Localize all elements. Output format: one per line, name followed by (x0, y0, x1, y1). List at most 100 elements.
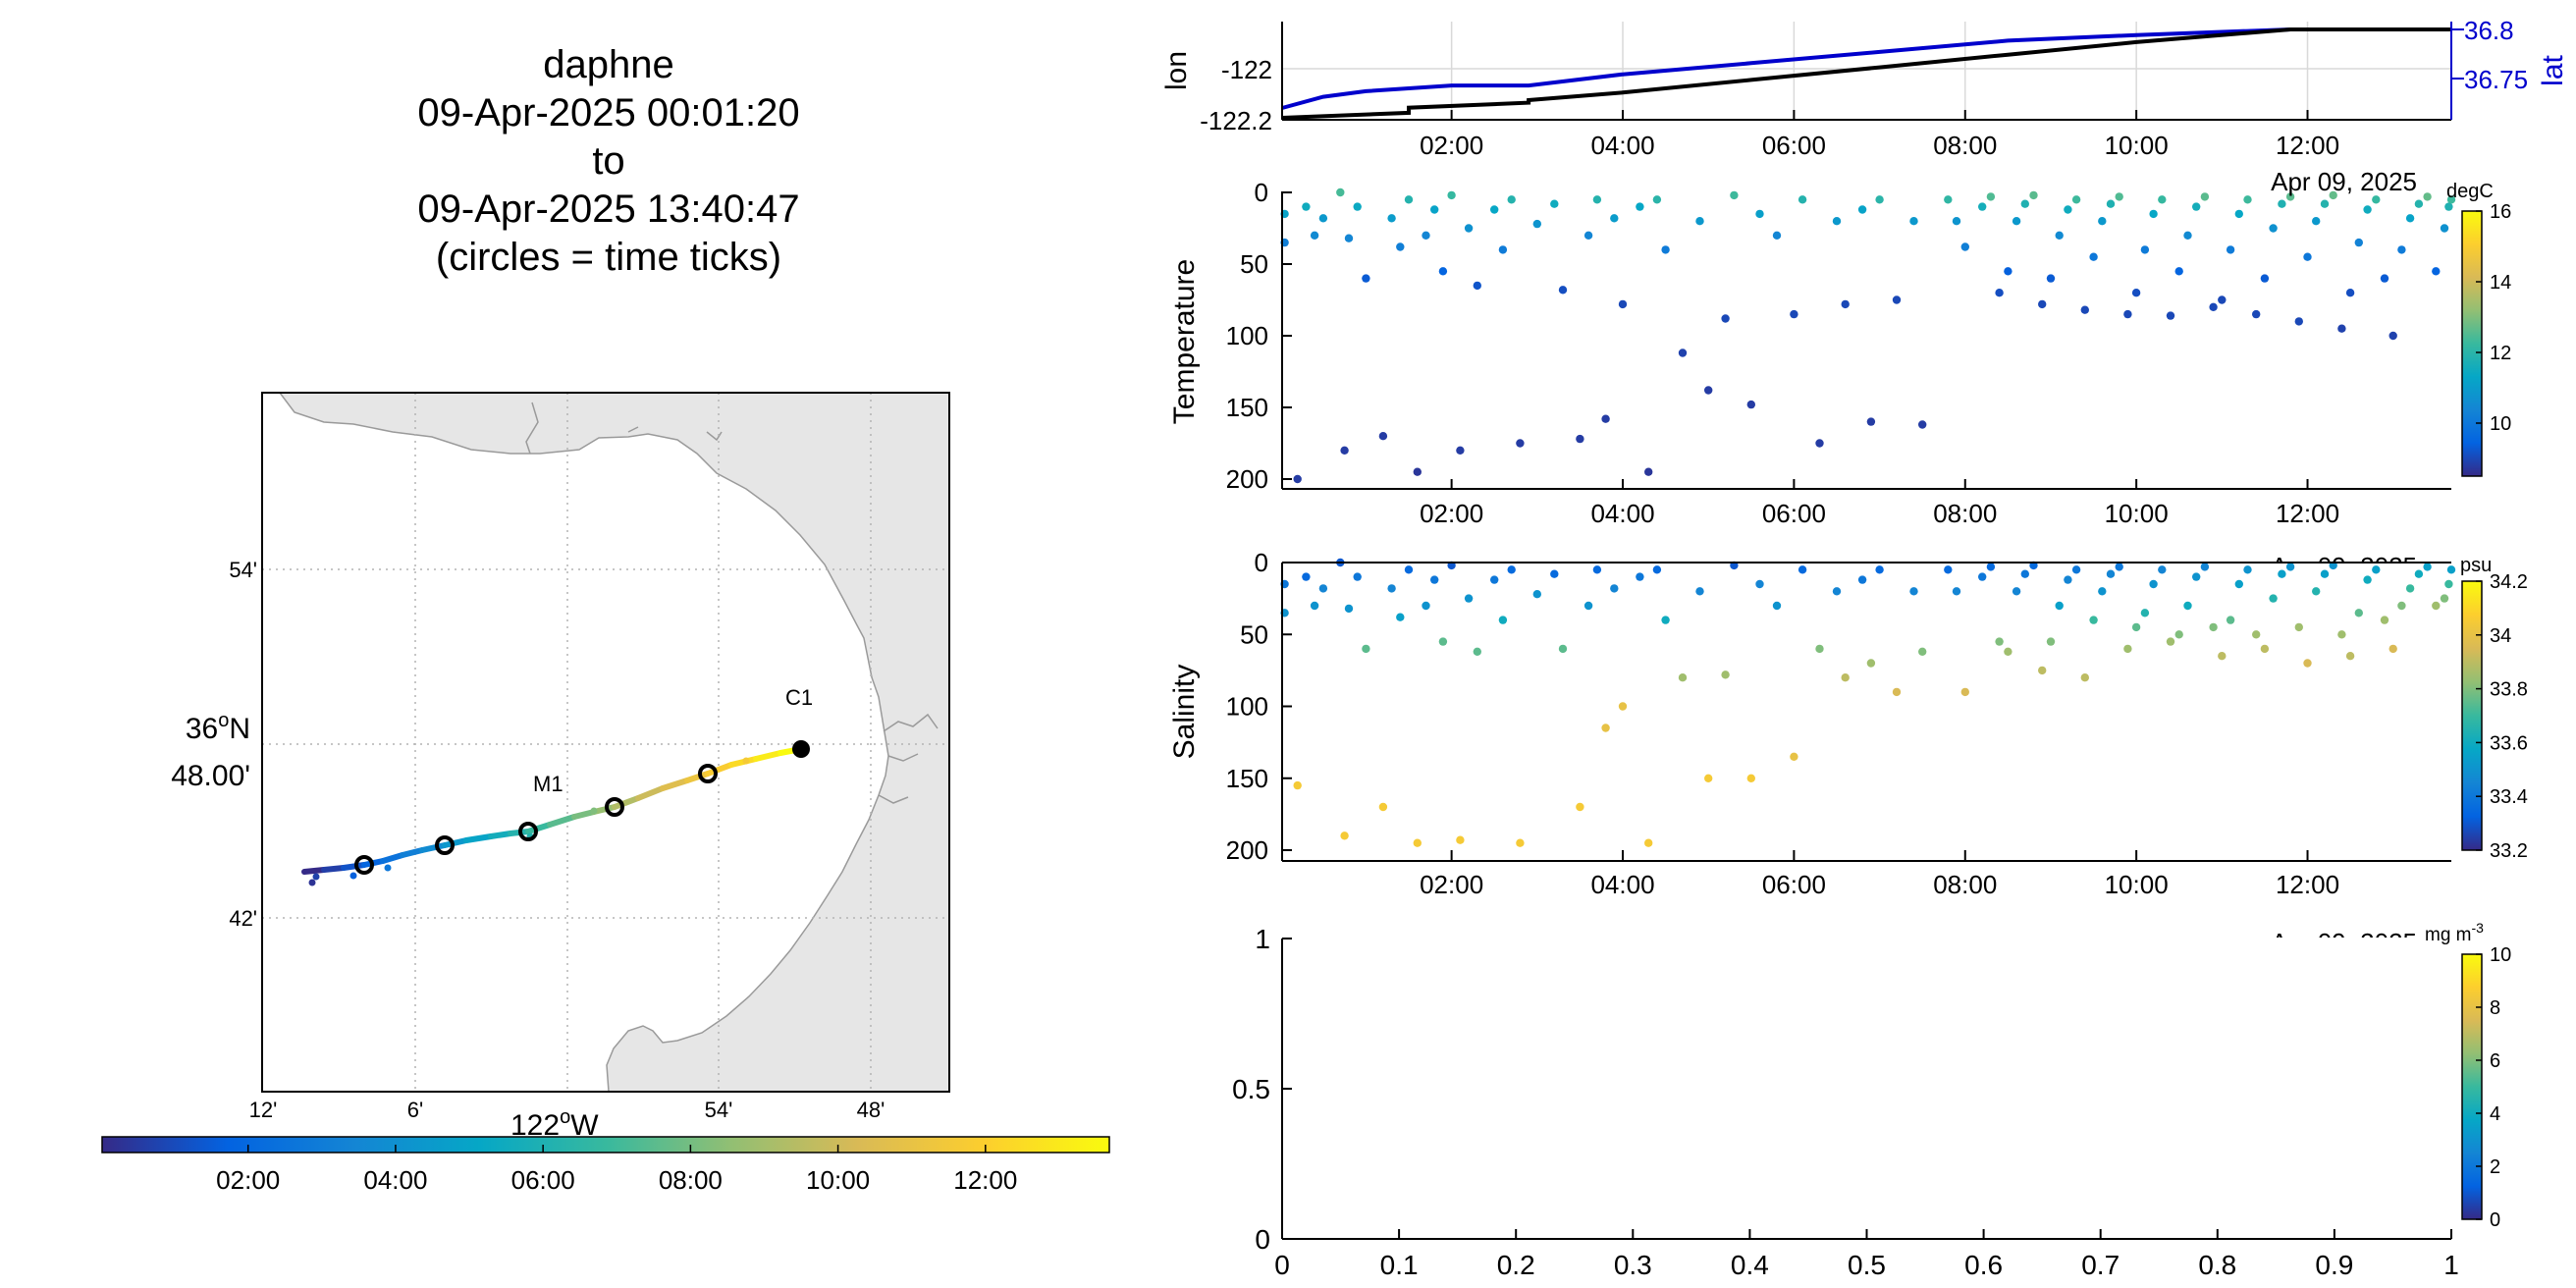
temperature-y-ticks: 0 50 100 150 200 (1226, 178, 1292, 494)
data-point (1601, 414, 1610, 423)
data-point (1652, 195, 1662, 204)
data-point (1960, 242, 1970, 251)
data-point (1336, 188, 1345, 197)
time-tick-circle (605, 797, 624, 817)
track-segment (463, 833, 494, 843)
empty-panel: Apr 09, 2025 0 0.1 0.2 0.3 0.4 0.5 0.6 0.7 0.8 0.… (1232, 920, 2511, 1280)
time-colorbar-tick-label: 06:00 (511, 1165, 575, 1195)
data-point (1798, 195, 1807, 204)
data-point (1532, 219, 1542, 229)
track-segment (705, 762, 734, 777)
data-point (1960, 687, 1970, 697)
temperature-panel: 0 50 100 150 200 02:00 04:00 06:00 08:00 10:00 12… (1168, 167, 2511, 528)
data-point (2260, 644, 2270, 654)
colorbar-tick-label: 10 (2490, 413, 2511, 435)
data-point (2183, 231, 2192, 240)
data-point (2312, 217, 2321, 226)
salinity-colorbar (2461, 580, 2483, 851)
y-tick-label: 0.5 (1232, 1074, 1270, 1104)
data-point (1721, 314, 1730, 323)
data-point (1866, 417, 1876, 426)
coastline-land (279, 393, 949, 1092)
data-point (1340, 446, 1349, 455)
data-point (1695, 587, 1704, 596)
salinity-y-ticks: 0 50 100 150 200 (1226, 548, 1292, 865)
data-point (2071, 195, 2081, 204)
data-point (2337, 324, 2346, 333)
data-point (1498, 616, 1508, 624)
x-tick-label: 08:00 (1933, 131, 1997, 160)
data-point (2397, 601, 2406, 611)
data-point (2243, 195, 2252, 204)
lonlat-panel: -122 -122.2 36.8 36.75 lon lat 02:00 04:0… (1160, 16, 2569, 160)
data-point (1396, 242, 1405, 251)
data-point (1678, 673, 1688, 682)
data-point (1592, 565, 1602, 574)
y-tick-label: 0 (1255, 1224, 1270, 1255)
data-point (1815, 439, 1824, 448)
data-point (1473, 647, 1482, 656)
start-time: 09-Apr-2025 00:01:20 (417, 91, 800, 134)
data-point (2174, 630, 2183, 639)
data-point (2140, 245, 2150, 254)
lon-series-line (1281, 27, 2451, 120)
data-point (1558, 644, 1568, 654)
data-point (1550, 569, 1559, 578)
y-tick-label: 50 (1240, 249, 1268, 279)
data-point (2285, 563, 2295, 571)
data-point (1636, 572, 1644, 581)
salinity-date-clip: Apr 09, 2025 (2271, 552, 2417, 581)
data-point (1652, 565, 1662, 574)
track-map: M1 C1 12' 6' 54' 48' 122oW 54' 42' 36oN … (171, 392, 950, 1142)
data-point (1790, 309, 1798, 319)
track-segment (419, 842, 448, 853)
data-point (1516, 838, 1525, 847)
data-point (2218, 652, 2227, 661)
x-tick-label: 12:00 (2276, 131, 2339, 160)
x-tick-label: 10:00 (2105, 131, 2169, 160)
data-point (2380, 274, 2389, 283)
colorbar-tick-label: 33.8 (2490, 679, 2528, 701)
data-point (1746, 774, 1756, 782)
coastline-inlet (878, 713, 939, 804)
data-point (2234, 209, 2243, 219)
data-point (1464, 594, 1474, 603)
data-point (1378, 432, 1388, 441)
y-tick-label: 0 (1255, 548, 1268, 577)
data-point (1456, 446, 1465, 455)
data-point (2200, 563, 2210, 571)
colorbar-tick-label: 33.6 (2490, 732, 2528, 754)
time-colorbar-tick-label: 08:00 (659, 1165, 723, 1195)
empty-colorbar-ticks: 10 8 6 4 2 0 (2476, 944, 2511, 1231)
data-point (2414, 569, 2424, 578)
data-point (1730, 190, 1739, 200)
data-point (1353, 572, 1362, 581)
data-point (1404, 565, 1414, 574)
track-segment (321, 865, 347, 873)
x-tick-label: 08:00 (1933, 870, 1997, 899)
data-point (1815, 644, 1824, 654)
data-point (2303, 659, 2312, 668)
data-point (2131, 622, 2141, 632)
data-point (2405, 584, 2415, 593)
data-point (1841, 299, 1850, 309)
data-point (1995, 637, 2004, 646)
map-x-ticks: 12' 6' 54' 48' (249, 1098, 886, 1122)
vehicle-name: daphne (543, 43, 674, 86)
salinity-date-label: Apr 09, 2025 (2271, 552, 2417, 581)
data-point (2192, 202, 2201, 211)
x-tick-label: 0.9 (2315, 1250, 2353, 1280)
map-x-tick: 6' (407, 1098, 423, 1122)
track-segment (753, 750, 783, 762)
data-point (2226, 245, 2235, 254)
x-tick-label: 0.1 (1380, 1250, 1419, 1280)
data-point (1875, 565, 1884, 574)
time-colorbar-bar (101, 1136, 1110, 1154)
data-point (2115, 192, 2123, 201)
data-point (2200, 192, 2210, 201)
data-point (2372, 195, 2381, 204)
track-segment (525, 822, 553, 834)
data-point (1438, 637, 1448, 646)
data-point (2444, 202, 2453, 211)
track-segment (571, 809, 597, 820)
